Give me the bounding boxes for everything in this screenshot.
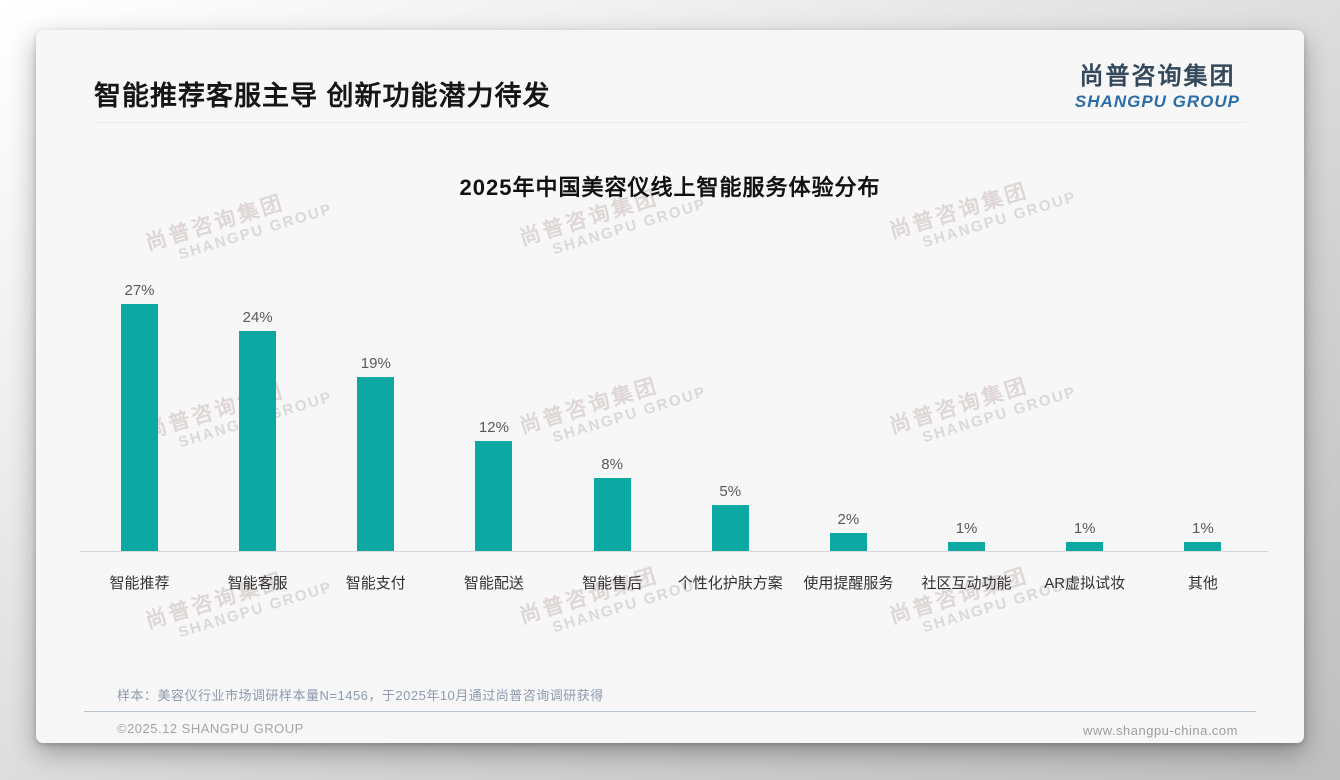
bar-value-label: 27% (124, 282, 155, 299)
category-label: 智能配送 (463, 575, 524, 592)
category-label: 个性化护肤方案 (677, 575, 783, 592)
bar-智能推荐 (121, 304, 158, 551)
bar-智能配送 (475, 441, 513, 551)
header-divider (94, 122, 1246, 123)
bar-value-label: 1% (1192, 520, 1214, 537)
footer-copyright: ©2025.12 SHANGPU GROUP (117, 721, 304, 736)
bar-chart-plot: 27% 智能推荐 24% 智能客服 19% 智能支付 12% 智能配送 8% 智能售后 5% 个性化护… (80, 160, 1268, 592)
logo-chinese-name: 尚普咨询集团 (1079, 63, 1236, 90)
bar-value-label: 8% (601, 456, 623, 473)
category-label: 使用提醒服务 (803, 575, 894, 592)
bar-value-label: 5% (719, 483, 742, 500)
bar-AR虚拟试妆 (1066, 542, 1104, 551)
watermark: 尚普咨询集团 SHANGPU GROUP (886, 546, 1079, 644)
watermark: 尚普咨询集团 SHANGPU GROUP (516, 546, 709, 644)
bar-智能售后 (593, 478, 631, 551)
category-label: AR虚拟试妆 (1044, 575, 1126, 592)
bar-其他 (1184, 542, 1222, 551)
bar-value-label: 1% (955, 520, 978, 537)
x-axis-line (80, 551, 1268, 552)
category-label: 智能支付 (345, 575, 406, 592)
category-label: 智能推荐 (109, 575, 170, 592)
bar-value-label: 2% (837, 511, 860, 528)
slide-card: 智能推荐客服主导 创新功能潜力待发 尚普咨询集团 SHANGPU GROUP 尚… (36, 30, 1304, 743)
bar-value-label: 19% (360, 355, 391, 372)
bar-智能支付 (357, 377, 395, 551)
category-label: 社区互动功能 (921, 575, 1012, 592)
footer-divider (84, 711, 1256, 712)
bar-智能客服 (239, 331, 277, 551)
watermark: 尚普咨询集团 SHANGPU GROUP (142, 551, 335, 649)
category-label: 其他 (1187, 575, 1218, 592)
category-label: 智能售后 (582, 575, 643, 592)
sample-note: 样本：美容仪行业市场调研样本量N=1456，于2025年10月通过尚普咨询调研获… (117, 688, 604, 703)
bar-社区互动功能 (948, 542, 986, 551)
watermark-cn: 尚普咨询集团 (142, 569, 288, 634)
bar-value-label: 12% (478, 419, 509, 436)
category-label: 智能客服 (227, 575, 288, 592)
bar-value-label: 1% (1073, 520, 1096, 537)
logo-english-name: SHANGPU GROUP (1074, 92, 1240, 111)
page-title: 智能推荐客服主导 创新功能潜力待发 (94, 81, 551, 111)
bar-使用提醒服务 (829, 533, 867, 551)
footer-website: www.shangpu-china.com (1082, 723, 1238, 738)
chart-title: 2025年中国美容仪线上智能服务体验分布 (459, 175, 881, 200)
company-logo: 尚普咨询集团 SHANGPU GROUP (1075, 56, 1240, 112)
bar-个性化护肤方案 (711, 505, 749, 551)
bar-value-label: 24% (242, 309, 273, 326)
